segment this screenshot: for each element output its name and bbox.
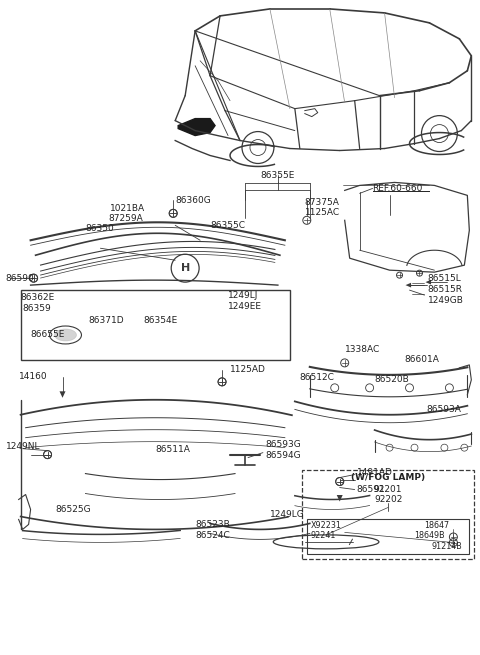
Text: 87259A: 87259A [108, 214, 143, 223]
Text: 91214B: 91214B [432, 542, 462, 551]
Text: 86520B: 86520B [374, 375, 409, 384]
Text: 86593G: 86593G [265, 440, 300, 449]
Text: 86360G: 86360G [175, 196, 211, 205]
Polygon shape [178, 119, 215, 136]
Text: 86601A: 86601A [405, 356, 439, 364]
Text: 86354E: 86354E [144, 316, 178, 324]
Text: (W/FOG LAMP): (W/FOG LAMP) [351, 473, 425, 482]
Text: 86362E: 86362E [21, 293, 55, 301]
Bar [302, 470, 474, 559]
Polygon shape [60, 391, 65, 398]
Text: 1021BA: 1021BA [110, 204, 145, 213]
Text: 86355C: 86355C [210, 221, 245, 230]
Text: X92231: X92231 [311, 521, 342, 530]
Text: 92202: 92202 [374, 495, 402, 504]
Text: 1249LG: 1249LG [270, 510, 305, 519]
Text: 1125AD: 1125AD [230, 365, 266, 375]
Text: 1249GB: 1249GB [428, 295, 463, 305]
Text: 14160: 14160 [19, 372, 47, 381]
Bar [21, 290, 290, 360]
Text: 86590: 86590 [6, 274, 35, 283]
Text: 86524C: 86524C [195, 531, 230, 540]
Text: H: H [180, 263, 190, 273]
Text: 86355E: 86355E [261, 171, 295, 180]
Text: 86515L: 86515L [428, 274, 461, 283]
Text: 86594G: 86594G [265, 451, 300, 460]
Text: 18647: 18647 [424, 521, 450, 530]
Text: 86591: 86591 [357, 485, 385, 494]
Text: 1338AC: 1338AC [345, 345, 380, 354]
Text: 1249LJ: 1249LJ [228, 291, 258, 299]
Polygon shape [336, 495, 343, 502]
Text: REF.60-660: REF.60-660 [372, 184, 423, 193]
Ellipse shape [55, 329, 76, 341]
Text: 86512C: 86512C [300, 373, 335, 383]
Text: 1491AD: 1491AD [357, 468, 393, 477]
Text: 86371D: 86371D [88, 316, 124, 324]
Bar [307, 519, 469, 554]
Text: 86655E: 86655E [31, 331, 65, 339]
Text: 86350: 86350 [85, 224, 114, 233]
Polygon shape [425, 280, 431, 284]
Text: 86511A: 86511A [155, 445, 190, 454]
Polygon shape [406, 283, 411, 288]
Text: 86523B: 86523B [195, 520, 230, 529]
Text: 86359: 86359 [23, 303, 51, 312]
Text: 1249EE: 1249EE [228, 301, 262, 310]
Text: 86593A: 86593A [426, 405, 461, 414]
Text: 92241: 92241 [311, 531, 336, 540]
Text: 1249NL: 1249NL [6, 442, 40, 451]
Text: 86515R: 86515R [428, 285, 462, 293]
Text: 18649B: 18649B [415, 531, 445, 540]
Text: 87375A: 87375A [305, 198, 340, 207]
Text: 86525G: 86525G [56, 505, 91, 514]
Text: 92201: 92201 [374, 485, 402, 494]
Text: 1125AC: 1125AC [305, 208, 340, 217]
